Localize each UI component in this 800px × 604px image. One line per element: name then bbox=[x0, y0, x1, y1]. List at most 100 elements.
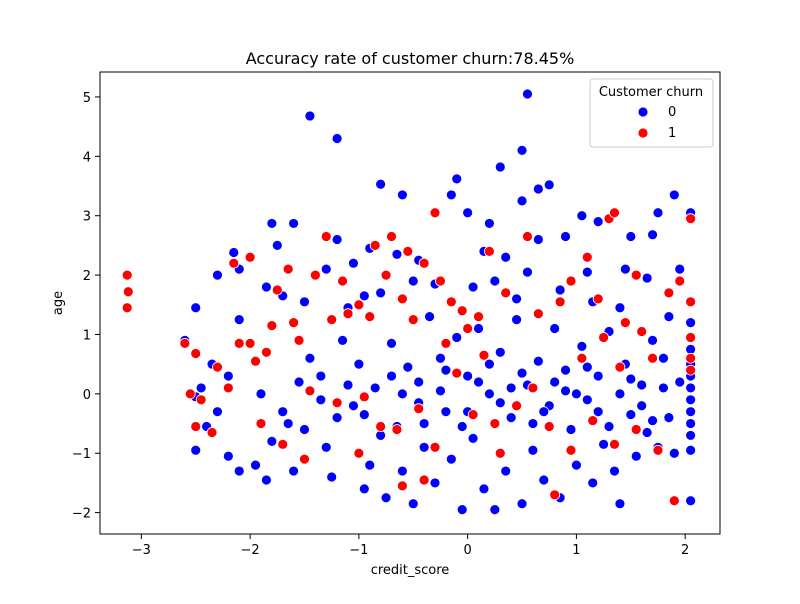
data-point-class-1 bbox=[304, 385, 316, 397]
data-point-class-1 bbox=[121, 302, 133, 314]
data-point-class-0 bbox=[609, 465, 620, 477]
data-point-class-0 bbox=[391, 248, 403, 260]
data-point-class-1 bbox=[212, 361, 223, 373]
data-point-class-0 bbox=[647, 335, 658, 346]
y-tick-label: 5 bbox=[83, 91, 91, 106]
data-point-class-0 bbox=[560, 385, 571, 397]
data-point-class-0 bbox=[483, 388, 495, 400]
data-point-class-0 bbox=[516, 498, 528, 510]
data-point-class-1 bbox=[320, 231, 332, 242]
data-point-class-0 bbox=[668, 447, 680, 459]
data-point-class-0 bbox=[685, 394, 697, 406]
data-point-class-0 bbox=[467, 432, 479, 444]
data-point-class-0 bbox=[494, 397, 506, 409]
data-point-class-1 bbox=[244, 251, 256, 263]
data-point-class-0 bbox=[386, 370, 397, 382]
data-point-class-0 bbox=[489, 275, 501, 287]
y-tick-label: −2 bbox=[72, 507, 91, 522]
data-point-class-0 bbox=[549, 323, 561, 334]
data-point-class-1 bbox=[244, 337, 256, 349]
data-point-class-0 bbox=[435, 385, 446, 397]
data-point-class-1 bbox=[668, 495, 680, 507]
data-point-class-0 bbox=[483, 218, 495, 229]
data-point-class-0 bbox=[353, 358, 365, 370]
data-point-class-1 bbox=[435, 275, 446, 287]
data-point-class-1 bbox=[288, 317, 300, 329]
data-point-class-0 bbox=[250, 459, 261, 471]
data-point-class-0 bbox=[652, 207, 664, 219]
data-point-class-0 bbox=[522, 266, 533, 278]
data-point-class-1 bbox=[598, 332, 610, 343]
data-point-class-0 bbox=[592, 370, 604, 382]
data-point-class-0 bbox=[685, 343, 697, 355]
data-point-class-0 bbox=[212, 406, 223, 418]
data-point-class-0 bbox=[527, 418, 539, 429]
data-point-class-1 bbox=[543, 421, 555, 432]
legend-marker-0 bbox=[637, 106, 649, 118]
data-point-class-0 bbox=[396, 388, 408, 400]
data-point-class-1 bbox=[293, 335, 305, 346]
data-point-class-0 bbox=[549, 376, 561, 388]
data-point-class-0 bbox=[538, 474, 550, 486]
data-point-class-1 bbox=[636, 326, 648, 337]
data-point-class-0 bbox=[505, 382, 517, 394]
data-point-class-1 bbox=[445, 296, 457, 308]
data-point-class-0 bbox=[315, 370, 327, 382]
data-point-class-0 bbox=[331, 412, 343, 424]
data-point-class-1 bbox=[674, 275, 686, 287]
data-point-class-1 bbox=[532, 308, 544, 320]
data-point-class-0 bbox=[614, 388, 626, 400]
data-point-class-0 bbox=[380, 492, 392, 504]
y-tick-label: −1 bbox=[72, 447, 91, 462]
data-point-class-0 bbox=[266, 435, 278, 447]
data-point-class-0 bbox=[576, 340, 588, 352]
data-point-class-1 bbox=[222, 382, 234, 394]
data-point-class-0 bbox=[462, 207, 474, 219]
data-point-class-0 bbox=[685, 382, 697, 394]
data-point-class-1 bbox=[380, 269, 392, 281]
data-point-class-0 bbox=[462, 370, 474, 382]
data-point-class-0 bbox=[532, 355, 544, 367]
data-point-class-0 bbox=[261, 281, 272, 293]
data-point-class-0 bbox=[429, 477, 441, 489]
data-point-class-0 bbox=[277, 406, 289, 418]
data-point-class-0 bbox=[685, 317, 697, 329]
y-tick-label: 1 bbox=[83, 328, 91, 343]
legend-label-0: 0 bbox=[668, 105, 676, 120]
data-point-class-0 bbox=[516, 367, 528, 379]
data-point-class-1 bbox=[277, 438, 289, 450]
legend-box bbox=[589, 78, 714, 148]
data-point-class-0 bbox=[663, 311, 675, 323]
data-point-class-1 bbox=[462, 323, 474, 334]
data-point-class-0 bbox=[445, 453, 457, 465]
data-point-class-0 bbox=[396, 465, 408, 477]
y-tick-label: 4 bbox=[83, 150, 91, 165]
data-point-class-0 bbox=[532, 234, 544, 245]
data-point-class-1 bbox=[685, 332, 697, 343]
data-point-class-1 bbox=[326, 314, 338, 326]
data-point-class-0 bbox=[288, 465, 300, 477]
data-point-class-1 bbox=[511, 400, 522, 412]
data-point-class-0 bbox=[293, 376, 305, 388]
data-point-class-1 bbox=[587, 415, 599, 426]
data-point-class-1 bbox=[369, 239, 381, 251]
data-point-class-0 bbox=[619, 263, 631, 275]
data-point-class-0 bbox=[440, 364, 452, 376]
data-point-class-0 bbox=[614, 498, 626, 510]
data-point-class-1 bbox=[121, 269, 133, 281]
data-point-class-0 bbox=[299, 424, 310, 435]
data-point-class-0 bbox=[647, 229, 658, 241]
data-point-class-0 bbox=[358, 483, 370, 495]
data-point-class-0 bbox=[190, 302, 202, 314]
data-point-class-1 bbox=[353, 447, 365, 459]
data-point-class-0 bbox=[516, 195, 528, 207]
data-point-class-0 bbox=[603, 421, 615, 432]
data-point-class-0 bbox=[685, 430, 697, 441]
data-point-class-0 bbox=[598, 438, 610, 450]
legend-label-1: 1 bbox=[668, 126, 676, 141]
data-point-class-0 bbox=[320, 441, 332, 453]
data-point-class-0 bbox=[538, 406, 550, 418]
data-point-class-0 bbox=[315, 394, 327, 406]
data-point-class-1 bbox=[266, 320, 278, 331]
data-point-class-1 bbox=[299, 453, 310, 465]
